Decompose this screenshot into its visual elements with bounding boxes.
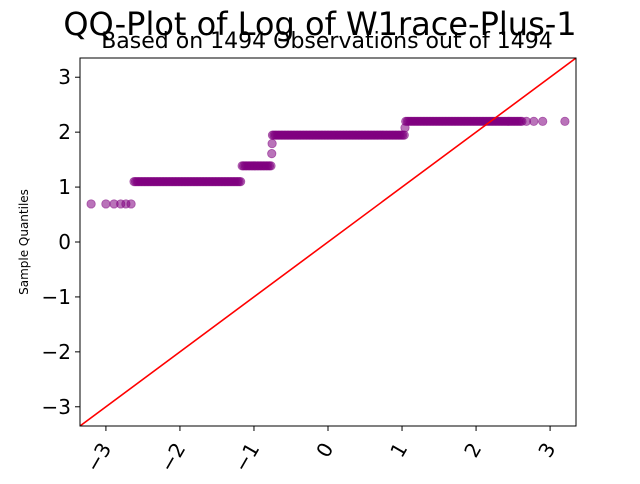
x-tick-label: 0: [311, 439, 338, 462]
data-point: [267, 138, 277, 149]
y-tick-label: 3: [58, 65, 71, 89]
data-point: [529, 116, 539, 126]
x-tick-label: 1: [385, 439, 412, 462]
data-point: [86, 199, 96, 209]
y-tick-label: 2: [58, 120, 71, 144]
y-tick-label: 0: [58, 230, 71, 254]
plot-area: −3 −2 −1 0 1 2 3 −3 −2 −1 0 1 2 3: [42, 57, 577, 477]
x-tick-label: 2: [459, 439, 486, 462]
data-point: [267, 149, 277, 159]
y-tick-label: 1: [58, 175, 71, 199]
data-point: [236, 177, 246, 187]
chart-title: QQ-Plot of Log of W1race-Plus-1: [63, 5, 576, 43]
data-point: [560, 116, 570, 126]
y-tick-label: −2: [42, 340, 71, 364]
chart-subtitle: Based on 1494 Observations out of 1494: [101, 29, 553, 54]
data-point: [126, 199, 136, 209]
y-tick-label: −3: [42, 395, 71, 419]
x-tick-label: −1: [229, 439, 265, 477]
reference-line: [80, 58, 576, 426]
data-point: [538, 116, 548, 126]
x-tick-label: −3: [81, 439, 117, 477]
x-tick-label: −2: [155, 439, 191, 477]
data-point: [266, 161, 276, 171]
points-group: [86, 116, 570, 209]
y-axis-label: Sample Quantiles: [17, 189, 31, 295]
x-tick-label: 3: [533, 439, 560, 462]
data-point: [101, 199, 111, 209]
y-tick-label: −1: [42, 285, 71, 309]
